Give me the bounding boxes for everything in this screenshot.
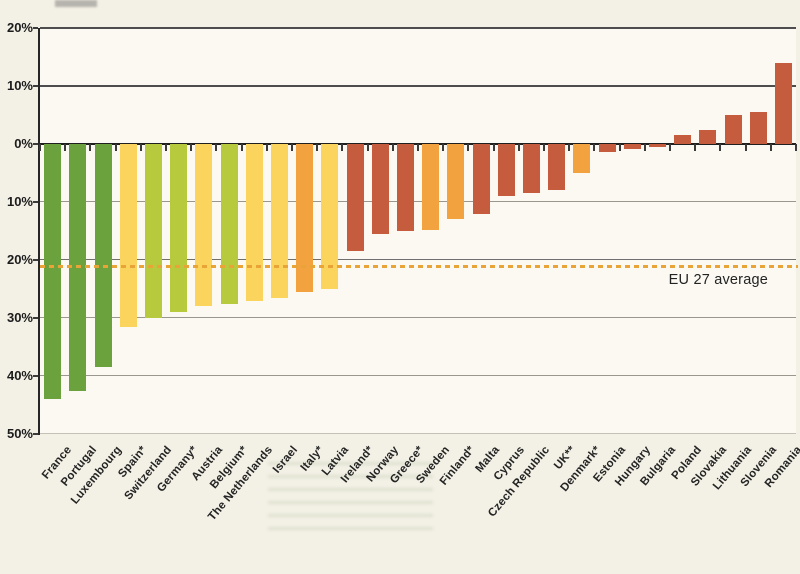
y-tick-mark <box>33 259 38 261</box>
bar-belgium <box>220 144 238 304</box>
gridline-30pct-neg <box>40 317 796 318</box>
category-tick <box>744 144 747 151</box>
y-tick-label: 30% <box>6 310 33 325</box>
category-tick <box>492 144 495 151</box>
y-tick-label: 10% <box>6 78 33 93</box>
y-tick-label: 20% <box>6 252 33 267</box>
gridline-40pct-neg <box>40 375 796 376</box>
scanned-page: { "chart_data": { "type": "bar", "title"… <box>6 0 800 534</box>
bar-france <box>44 144 62 400</box>
bar-lithuania <box>724 115 742 144</box>
bar-italy <box>296 144 314 292</box>
bar-greece <box>396 144 414 231</box>
category-tick <box>694 144 697 151</box>
category-tick <box>64 144 67 151</box>
bar-israel <box>270 144 288 298</box>
category-tick <box>240 144 243 151</box>
category-tick <box>568 144 571 151</box>
y-tick-label: 20% <box>6 20 33 35</box>
bar-austria <box>195 144 213 307</box>
y-tick-label: 40% <box>6 368 33 383</box>
category-tick <box>89 144 92 151</box>
bar-estonia <box>598 144 616 152</box>
y-tick-mark <box>33 201 38 203</box>
category-tick <box>719 144 722 151</box>
bar-uk <box>548 144 566 191</box>
y-tick-mark <box>33 317 38 319</box>
category-tick <box>669 144 671 151</box>
bar-finland <box>447 144 465 220</box>
bar-malta <box>472 144 490 214</box>
gridline-10pct <box>40 85 796 87</box>
category-tick <box>139 144 142 151</box>
y-tick-mark <box>33 85 38 87</box>
gridline-20pct <box>40 27 796 29</box>
y-axis-line <box>38 28 40 435</box>
category-tick <box>265 144 268 151</box>
scan-speck <box>55 0 97 7</box>
bar-cyprus <box>497 144 515 197</box>
bar-sweden <box>422 144 440 230</box>
y-tick-label: 0% <box>14 136 33 151</box>
bar-romania <box>774 62 792 144</box>
bar-denmark <box>573 144 591 173</box>
category-tick <box>467 144 470 151</box>
bar-latvia <box>321 144 339 289</box>
bar-norway <box>371 144 389 234</box>
gridline-10pct-neg <box>40 201 796 202</box>
plot-area <box>40 28 796 434</box>
y-tick-mark <box>33 433 38 435</box>
category-tick <box>316 144 319 151</box>
y-tick-mark <box>33 27 38 29</box>
bar-poland <box>674 135 692 144</box>
bar-switzerland <box>144 144 162 318</box>
bar-germany <box>170 144 188 313</box>
category-tick <box>442 144 445 151</box>
bar-spain <box>119 144 137 327</box>
gridline-50pct-neg <box>40 433 796 434</box>
gridline-20pct-neg <box>40 259 796 260</box>
eu-average-label: EU 27 average <box>668 272 768 288</box>
category-tick <box>165 144 167 151</box>
bar-hungary <box>623 144 641 149</box>
category-tick <box>215 144 218 151</box>
bar-bulgaria <box>648 144 666 148</box>
y-tick-mark <box>33 375 38 377</box>
eu-average-line <box>40 264 798 268</box>
category-tick <box>795 144 797 151</box>
bar-slovenia <box>749 112 767 144</box>
category-tick <box>769 144 772 151</box>
category-tick <box>517 144 520 151</box>
y-tick-mark <box>33 143 38 145</box>
category-tick <box>593 144 596 151</box>
category-tick <box>618 144 621 151</box>
category-tick <box>114 144 117 151</box>
bar-luxembourg <box>94 144 112 368</box>
category-tick <box>391 144 394 151</box>
bar-czech-republic <box>522 144 540 194</box>
category-tick <box>39 144 41 151</box>
category-tick <box>341 144 344 151</box>
category-tick <box>291 144 293 151</box>
y-tick-label: 10% <box>6 194 33 209</box>
category-tick <box>366 144 369 151</box>
category-tick <box>543 144 545 151</box>
category-tick <box>417 144 419 151</box>
bar-slovakia <box>699 129 717 144</box>
category-tick <box>190 144 193 151</box>
y-tick-label: 50% <box>6 426 33 441</box>
category-tick <box>643 144 646 151</box>
bar-ireland <box>346 144 364 252</box>
bar-the-netherlands <box>245 144 263 301</box>
